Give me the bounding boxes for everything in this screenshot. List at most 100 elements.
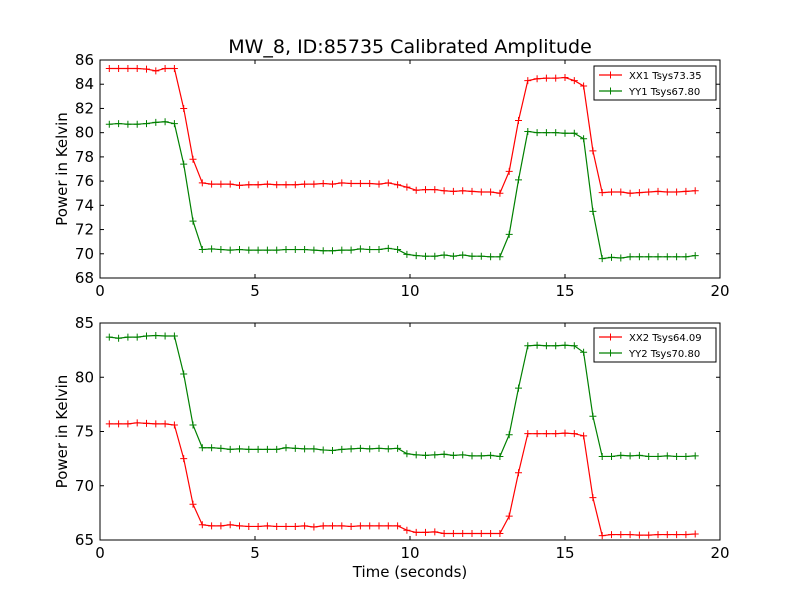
series-1-point: [273, 522, 281, 530]
series-1-point: [394, 522, 402, 530]
series-2-point: [570, 342, 578, 350]
series-2-point: [691, 252, 699, 260]
series-2-point: [431, 451, 439, 459]
series-2-point: [170, 332, 178, 340]
legend: XX2 Tsys64.09 YY2 Tsys70.80: [593, 327, 717, 363]
series-2-point: [133, 120, 141, 128]
series-2-point: [254, 246, 262, 254]
series-2-point: [189, 421, 197, 429]
series-1-point: [226, 521, 234, 529]
series-2-point: [282, 246, 290, 254]
series-2-point: [663, 253, 671, 261]
series-1-point: [310, 523, 318, 531]
series-1-point: [143, 419, 150, 427]
bottom-panel: 0 5 10 15 20 65 70 75 80 85 Power in Kelvin Time (s…: [53, 314, 730, 581]
series-1-point: [329, 522, 336, 530]
series-2-point: [635, 253, 643, 261]
series-2-point: [375, 246, 383, 254]
series-1-point: [161, 64, 169, 72]
series-1-point: [552, 74, 560, 82]
series-1-point: [598, 532, 606, 540]
series-1-point: [570, 77, 578, 85]
series-1-point: [161, 420, 169, 428]
series-2-point: [524, 127, 532, 135]
series-2-point: [105, 120, 113, 128]
series-2-point: [598, 255, 606, 263]
series-2-point: [263, 246, 271, 254]
y-tick-label: 72: [75, 221, 94, 239]
series-2-point: [124, 120, 132, 128]
series-2-point: [589, 207, 597, 215]
series-1-point: [133, 64, 141, 72]
series-2-point: [133, 333, 141, 341]
series-1-point: [496, 189, 504, 197]
series-1-point: [477, 529, 485, 537]
x-tick-label: 20: [710, 282, 729, 300]
series-2-point: [617, 451, 625, 459]
series-1-point: [254, 522, 262, 530]
series-2-point: [384, 244, 392, 252]
series-2-point: [496, 253, 504, 261]
series-2-point: [208, 245, 216, 253]
legend-label: XX1 Tsys73.35: [629, 71, 702, 82]
series-1-point: [170, 421, 178, 429]
y-axis-label: Power in Kelvin: [53, 375, 71, 489]
series-1-point: [524, 77, 532, 85]
legend-marker: [607, 87, 614, 95]
y-tick-label: 76: [75, 172, 94, 190]
series-1-point: [394, 181, 402, 189]
series-1-point: [236, 181, 243, 189]
y-tick-label: 70: [75, 477, 94, 495]
series-2-point: [236, 445, 243, 453]
series-1-point: [152, 67, 160, 75]
series-2-point: [617, 254, 625, 262]
series-2-point: [170, 120, 178, 128]
y-axis-label: Power in Kelvin: [53, 112, 71, 226]
series-1-point: [589, 494, 597, 502]
x-tick-label: 0: [95, 544, 105, 562]
series-2-point: [515, 176, 522, 184]
series-1-point: [254, 181, 262, 189]
series-2-point: [654, 452, 662, 460]
series-2-point: [115, 334, 123, 342]
series-1-point: [375, 522, 383, 530]
series-2-point: [449, 252, 457, 260]
series-2-point: [496, 452, 504, 460]
series-2-point: [152, 118, 160, 126]
series-2-point: [347, 445, 355, 453]
series-2-point: [208, 444, 216, 452]
series-2-point: [608, 253, 615, 261]
series-2-point: [440, 450, 448, 458]
series-2-point: [673, 452, 681, 460]
series-2-point: [477, 452, 485, 460]
series-2-point: [273, 246, 281, 254]
series-1-point: [189, 155, 197, 163]
series-1-point: [654, 531, 662, 539]
series-2-point: [515, 384, 522, 392]
x-tick-label: 5: [250, 282, 260, 300]
series-1-group: [105, 64, 699, 197]
series-1-point: [487, 188, 495, 196]
series-1-point: [124, 420, 132, 428]
series-2-point: [189, 217, 197, 225]
series-1-point: [561, 74, 569, 82]
series-1-point: [617, 188, 625, 196]
series-2-point: [580, 135, 588, 143]
x-tick-label: 15: [555, 544, 574, 562]
top-panel: 0 5 10 15 20 68 70 72 74 76 78 80 82 84 86 Power in Kel…: [53, 51, 730, 300]
series-1-point: [468, 529, 476, 537]
series-1-point: [515, 117, 522, 125]
series-2-point: [403, 450, 411, 458]
series-2-point: [152, 331, 160, 339]
series-1-point: [496, 529, 504, 537]
series-2-point: [552, 129, 560, 137]
series-1-point: [124, 64, 132, 72]
x-tick-label: 15: [555, 282, 574, 300]
y-tick-label: 68: [75, 269, 94, 287]
series-1-point: [682, 531, 690, 539]
series-1-point: [515, 469, 522, 477]
x-axis-label: Time (seconds): [352, 563, 468, 581]
series-1-point: [617, 531, 625, 539]
series-2-point: [384, 445, 392, 453]
series-1-point: [459, 187, 467, 195]
